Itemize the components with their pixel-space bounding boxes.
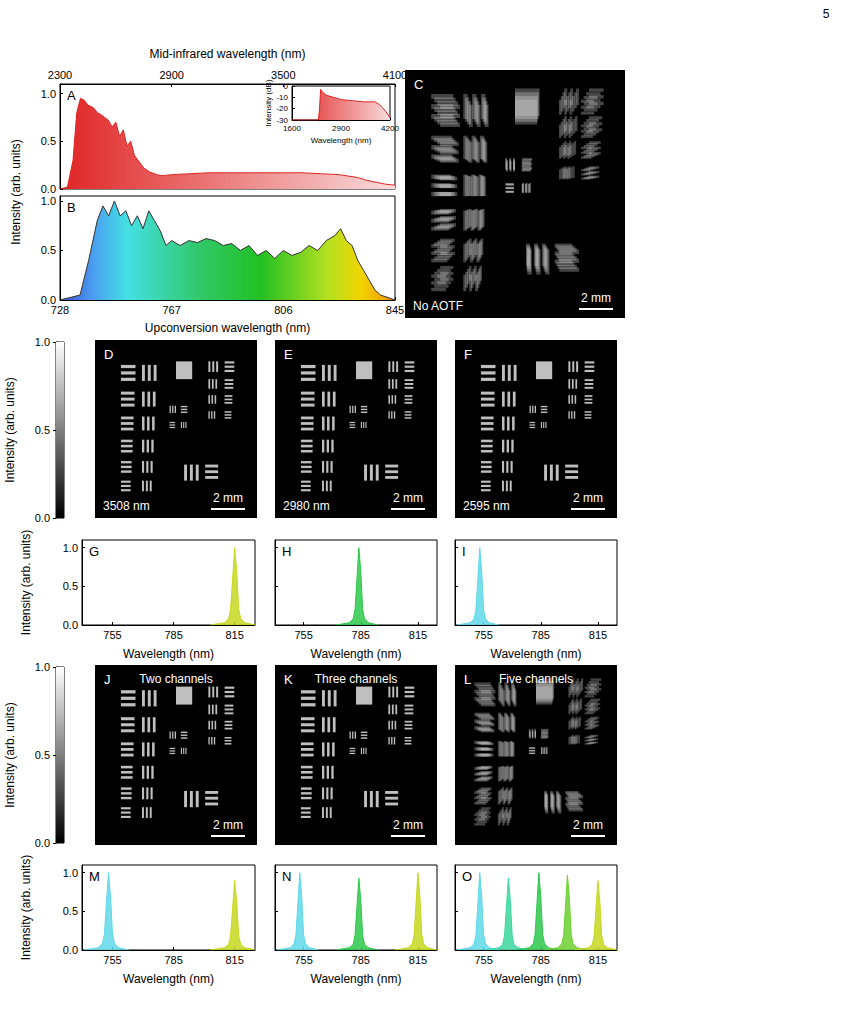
svg-text:Intensity (arb. units): Intensity (arb. units): [19, 855, 33, 960]
svg-text:N: N: [282, 869, 291, 884]
svg-text:J: J: [104, 672, 111, 687]
svg-text:815: 815: [409, 954, 427, 966]
svg-text:815: 815: [589, 629, 607, 641]
svg-text:815: 815: [225, 954, 243, 966]
svg-text:0.5: 0.5: [41, 244, 56, 256]
svg-text:Intensity (arb. units): Intensity (arb. units): [19, 530, 33, 635]
svg-text:755: 755: [294, 629, 312, 641]
svg-text:1.0: 1.0: [41, 88, 56, 100]
svg-text:815: 815: [225, 629, 243, 641]
svg-text:Intensity (dB): Intensity (dB): [264, 79, 273, 126]
svg-text:-10: -10: [276, 93, 288, 102]
svg-text:1.0: 1.0: [63, 867, 78, 879]
svg-text:F: F: [464, 347, 472, 362]
svg-text:785: 785: [352, 954, 370, 966]
svg-text:2 mm: 2 mm: [573, 818, 603, 832]
svg-text:767: 767: [162, 304, 180, 316]
svg-text:2900: 2900: [159, 69, 183, 81]
svg-text:0.5: 0.5: [63, 580, 78, 592]
svg-text:755: 755: [294, 954, 312, 966]
svg-text:-30: -30: [276, 115, 288, 125]
svg-text:2300: 2300: [48, 69, 72, 81]
svg-text:0.5: 0.5: [63, 905, 78, 917]
svg-text:C: C: [414, 77, 423, 92]
svg-text:2900: 2900: [332, 124, 350, 133]
svg-text:728: 728: [51, 304, 69, 316]
svg-text:I: I: [462, 544, 466, 559]
svg-text:Wavelength (nm): Wavelength (nm): [311, 136, 372, 145]
svg-text:0.5: 0.5: [41, 135, 56, 147]
svg-text:Intensity (arb. units): Intensity (arb. units): [3, 377, 17, 482]
svg-text:Wavelength (nm): Wavelength (nm): [311, 972, 402, 986]
svg-text:755: 755: [474, 954, 492, 966]
svg-text:3508 nm: 3508 nm: [103, 499, 150, 513]
svg-text:Wavelength (nm): Wavelength (nm): [491, 647, 582, 661]
svg-text:785: 785: [164, 954, 182, 966]
svg-text:5: 5: [823, 7, 830, 21]
svg-text:0.0: 0.0: [35, 512, 50, 524]
svg-text:0.0: 0.0: [35, 837, 50, 849]
svg-text:2 mm: 2 mm: [573, 491, 603, 505]
svg-text:D: D: [104, 347, 113, 362]
svg-text:4100: 4100: [383, 69, 407, 81]
svg-text:A: A: [67, 88, 76, 103]
svg-text:1.0: 1.0: [35, 336, 50, 348]
svg-text:Wavelength (nm): Wavelength (nm): [311, 647, 402, 661]
svg-text:Five channels: Five channels: [499, 672, 573, 686]
svg-text:Wavelength (nm): Wavelength (nm): [123, 972, 214, 986]
svg-text:1.0: 1.0: [35, 661, 50, 673]
svg-text:785: 785: [532, 629, 550, 641]
svg-text:Intensity (arb. units): Intensity (arb. units): [9, 139, 23, 244]
svg-text:1600: 1600: [283, 124, 301, 133]
svg-text:4200: 4200: [381, 124, 399, 133]
svg-text:1.0: 1.0: [41, 195, 56, 207]
svg-text:785: 785: [532, 954, 550, 966]
svg-text:755: 755: [103, 629, 121, 641]
svg-text:Mid-infrared wavelength (nm): Mid-infrared wavelength (nm): [149, 47, 305, 61]
svg-text:2 mm: 2 mm: [213, 818, 243, 832]
svg-text:M: M: [89, 869, 100, 884]
svg-text:K: K: [284, 672, 293, 687]
svg-text:2595 nm: 2595 nm: [463, 499, 510, 513]
svg-text:H: H: [282, 544, 291, 559]
svg-text:785: 785: [352, 629, 370, 641]
svg-text:Three channels: Three channels: [315, 672, 398, 686]
svg-text:O: O: [462, 869, 472, 884]
svg-text:2980 nm: 2980 nm: [283, 499, 330, 513]
svg-text:Two channels: Two channels: [139, 672, 212, 686]
svg-text:Upconversion wavelength (nm): Upconversion wavelength (nm): [145, 321, 310, 335]
svg-text:2 mm: 2 mm: [213, 491, 243, 505]
svg-text:E: E: [284, 347, 293, 362]
svg-text:0.0: 0.0: [63, 619, 78, 631]
svg-text:815: 815: [409, 629, 427, 641]
svg-text:845: 845: [386, 304, 404, 316]
svg-text:0: 0: [284, 82, 289, 91]
svg-text:755: 755: [474, 629, 492, 641]
svg-text:755: 755: [103, 954, 121, 966]
svg-text:806: 806: [274, 304, 292, 316]
svg-text:0.5: 0.5: [35, 749, 50, 761]
svg-text:G: G: [89, 544, 99, 559]
svg-text:Intensity (arb. units): Intensity (arb. units): [3, 702, 17, 807]
svg-text:3500: 3500: [271, 69, 295, 81]
svg-text:1.0: 1.0: [63, 542, 78, 554]
svg-text:2 mm: 2 mm: [393, 818, 423, 832]
svg-text:No AOTF: No AOTF: [413, 299, 463, 313]
svg-text:Wavelength (nm): Wavelength (nm): [491, 972, 582, 986]
svg-text:0.5: 0.5: [35, 424, 50, 436]
svg-text:815: 815: [589, 954, 607, 966]
svg-text:Wavelength (nm): Wavelength (nm): [123, 647, 214, 661]
svg-text:0.0: 0.0: [40, 294, 56, 306]
svg-text:0.0: 0.0: [63, 944, 78, 956]
svg-text:L: L: [464, 672, 471, 687]
svg-text:B: B: [67, 200, 76, 215]
svg-text:-20: -20: [276, 104, 288, 113]
svg-text:2 mm: 2 mm: [393, 491, 423, 505]
svg-text:2 mm: 2 mm: [581, 291, 611, 305]
svg-text:0.0: 0.0: [41, 183, 56, 195]
svg-text:785: 785: [164, 629, 182, 641]
